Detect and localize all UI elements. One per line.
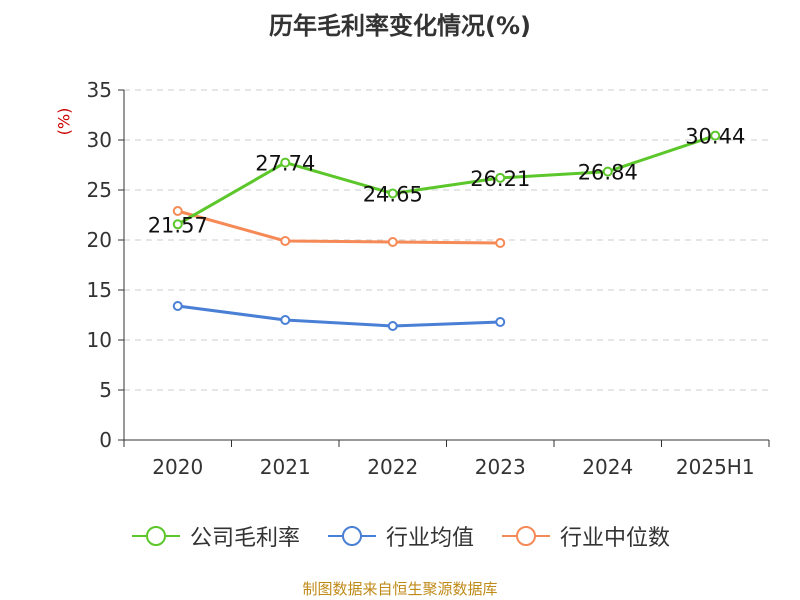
legend-item: 行业均值 (326, 520, 474, 552)
legend-label: 公司毛利率 (189, 526, 300, 551)
y-tick-label: 5 (99, 378, 112, 402)
series-line (177, 209, 501, 245)
x-tick-label: 2024 (582, 455, 633, 479)
data-label: 26.21 (470, 167, 530, 191)
grid-lines (124, 89, 769, 391)
data-label: 21.57 (148, 213, 208, 237)
data-point (280, 236, 291, 246)
y-tick-label: 15 (87, 278, 112, 302)
y-tick-label: 10 (87, 328, 112, 352)
axes: 0 5 10 15 20 25 30 35 2020 2021 2022 2023 2024 2025H1 (87, 78, 770, 479)
data-point (602, 166, 613, 177)
data-labels: 21.57 27.74 24.65 26.21 26.84 30.44 (148, 125, 746, 238)
series-line (177, 304, 501, 328)
chart-title: 历年毛利率变化情况(%) (269, 12, 531, 40)
series-line (177, 134, 716, 226)
data-label: 24.65 (363, 183, 423, 207)
data-label: 27.74 (255, 152, 315, 176)
data-point (495, 317, 506, 327)
legend: 公司毛利率 行业均值 行业中位数 (0, 520, 800, 552)
legend-label: 行业均值 (385, 526, 474, 551)
x-tick-label: 2020 (152, 455, 203, 479)
data-point (172, 219, 183, 230)
data-point (280, 315, 291, 325)
legend-label: 行业中位数 (560, 526, 671, 551)
series-lines (172, 130, 721, 331)
data-point (172, 206, 183, 216)
data-label: 26.84 (578, 161, 638, 185)
x-tick-label: 2022 (367, 455, 418, 479)
data-label: 30.44 (685, 125, 745, 149)
y-tick-label: 25 (87, 178, 112, 202)
data-point (387, 237, 398, 247)
data-point (387, 188, 398, 199)
y-tick-label: 20 (87, 228, 112, 252)
legend-item: 行业中位数 (500, 520, 670, 552)
legend-marker (502, 526, 550, 546)
data-point (495, 238, 506, 248)
legend-item: 公司毛利率 (130, 520, 300, 552)
y-tick-label: 35 (87, 78, 112, 102)
x-tick-label: 2023 (475, 455, 526, 479)
source-footer: 制图数据来自恒生聚源数据库 (302, 580, 498, 598)
data-point (387, 321, 398, 331)
y-tick-label: 30 (87, 128, 112, 152)
legend-marker (327, 526, 376, 546)
y-tick-label: 0 (99, 428, 112, 452)
x-tick-label: 2021 (260, 455, 311, 479)
x-tick-label: 2025H1 (676, 455, 755, 479)
legend-marker (131, 526, 180, 546)
data-point (280, 157, 291, 168)
data-point (172, 301, 183, 311)
data-point (495, 172, 506, 183)
data-point (710, 130, 721, 141)
